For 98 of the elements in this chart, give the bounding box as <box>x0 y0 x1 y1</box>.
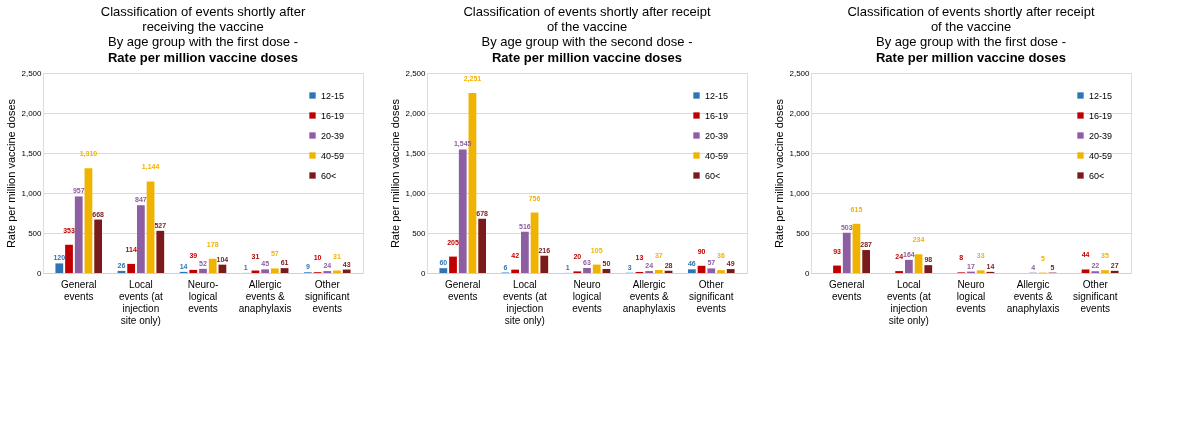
chart-title: Classification of events shortly after receipt of the vaccine By age group with the first dose - <box>847 4 1095 49</box>
bar <box>65 244 73 273</box>
legend-label: 40-59 <box>705 150 729 161</box>
bar <box>852 223 861 273</box>
bar <box>924 265 933 273</box>
legend-label: 20-39 <box>321 130 345 141</box>
y-tick-label: 2,500 <box>21 68 43 78</box>
y-tick-label: 2,000 <box>21 108 43 118</box>
bar <box>1110 270 1119 273</box>
bar <box>687 269 696 273</box>
legend-label: 16-19 <box>321 110 345 121</box>
bar <box>1101 270 1109 273</box>
bar <box>94 219 103 273</box>
bar <box>717 270 725 273</box>
bar <box>84 168 93 273</box>
legend-label: 16-19 <box>705 110 729 121</box>
x-tick-label: Allergic events & anaphylaxis <box>622 278 676 314</box>
x-tick-label: Allergic events & anaphylaxis <box>238 278 292 314</box>
bar <box>976 270 985 273</box>
y-tick-label: 1,500 <box>21 148 43 158</box>
bar <box>654 270 663 273</box>
legend-label: 16-19 <box>1089 110 1113 121</box>
x-tick-label: Neuro logical events <box>956 278 986 314</box>
x-tick-label: Local events (at injection site only) <box>118 278 164 326</box>
legend-label: 12-15 <box>321 90 345 101</box>
y-tick-label: 500 <box>412 228 427 238</box>
x-tick-label: Other significant events <box>689 278 734 314</box>
legend-label: 40-59 <box>321 150 345 161</box>
y-tick-label: 1,000 <box>21 188 43 198</box>
legend-label: 60< <box>321 170 337 181</box>
y-tick-label: 1,000 <box>405 188 427 198</box>
y-tick-label: 500 <box>28 228 43 238</box>
y-tick-label: 2,500 <box>789 68 811 78</box>
bar <box>146 181 155 273</box>
chart-subtitle: Rate per million vaccine doses <box>875 50 1067 65</box>
bar <box>74 196 83 273</box>
bar <box>189 269 198 273</box>
bar <box>270 268 279 273</box>
y-tick-label: 2,000 <box>405 108 427 118</box>
bar <box>511 269 520 273</box>
x-tick-label: Allergic events & anaphylaxis <box>1006 278 1060 314</box>
x-tick-label: General events <box>828 278 865 302</box>
x-tick-label: Neuro logical events <box>572 278 602 314</box>
bar <box>592 264 601 273</box>
bar <box>458 149 467 273</box>
y-tick-label: 500 <box>796 228 811 238</box>
bar <box>261 269 270 273</box>
y-axis-title: Rate per million vaccine doses <box>5 98 18 249</box>
x-tick-label: Local events (at injection site only) <box>502 278 548 326</box>
x-tick-label: Neuro- logical events <box>187 278 219 314</box>
bar <box>540 255 549 273</box>
y-tick-label: 1,000 <box>789 188 811 198</box>
x-tick-label: General events <box>444 278 481 302</box>
y-tick-label: 2,500 <box>405 68 427 78</box>
bar <box>833 265 841 273</box>
chart-title: Classification of events shortly after receipt of the vaccine By age group with the second dose - <box>463 4 711 49</box>
legend-label: 12-15 <box>705 90 729 101</box>
y-tick-label: 1,500 <box>405 148 427 158</box>
bar <box>904 259 913 273</box>
legend-label: 60< <box>705 170 721 181</box>
x-tick-label: Other significant events <box>305 278 350 314</box>
bar <box>1081 269 1090 273</box>
bar <box>127 263 136 273</box>
y-axis-title: Rate per million vaccine doses <box>389 98 402 249</box>
y-tick-label: 0 <box>805 268 811 278</box>
legend-label: 60< <box>1089 170 1105 181</box>
x-tick-label: Other significant events <box>1073 278 1118 314</box>
bar <box>478 218 487 273</box>
y-tick-label: 2,000 <box>789 108 811 118</box>
bar <box>707 268 716 273</box>
legend-label: 20-39 <box>1089 130 1113 141</box>
chart-subtitle: Rate per million vaccine doses <box>107 50 299 65</box>
legend-label: 12-15 <box>1089 90 1113 101</box>
y-tick-label: 1,500 <box>789 148 811 158</box>
bar <box>520 231 529 273</box>
legend-label: 40-59 <box>1089 150 1113 161</box>
y-tick-label: 0 <box>37 268 43 278</box>
y-tick-label: 0 <box>421 268 427 278</box>
bar <box>439 268 448 273</box>
chart-subtitle: Rate per million vaccine doses <box>491 50 683 65</box>
bar <box>199 268 207 273</box>
chart-title: Classification of events shortly after receiving the vaccine By age group with the first dose - <box>100 4 306 49</box>
bar <box>914 254 923 273</box>
x-tick-label: Local events (at injection site only) <box>886 278 932 326</box>
bar <box>449 256 457 273</box>
bar <box>136 205 145 273</box>
bar <box>602 269 611 273</box>
bar <box>583 267 591 273</box>
bar <box>55 263 64 273</box>
bar <box>842 232 851 273</box>
legend-label: 20-39 <box>705 130 729 141</box>
bar <box>726 269 735 273</box>
bar <box>208 258 217 273</box>
x-tick-label: General events <box>60 278 97 302</box>
y-axis-title: Rate per million vaccine doses <box>773 98 786 249</box>
bar <box>156 230 165 273</box>
bar <box>280 268 289 273</box>
bar <box>862 250 871 273</box>
